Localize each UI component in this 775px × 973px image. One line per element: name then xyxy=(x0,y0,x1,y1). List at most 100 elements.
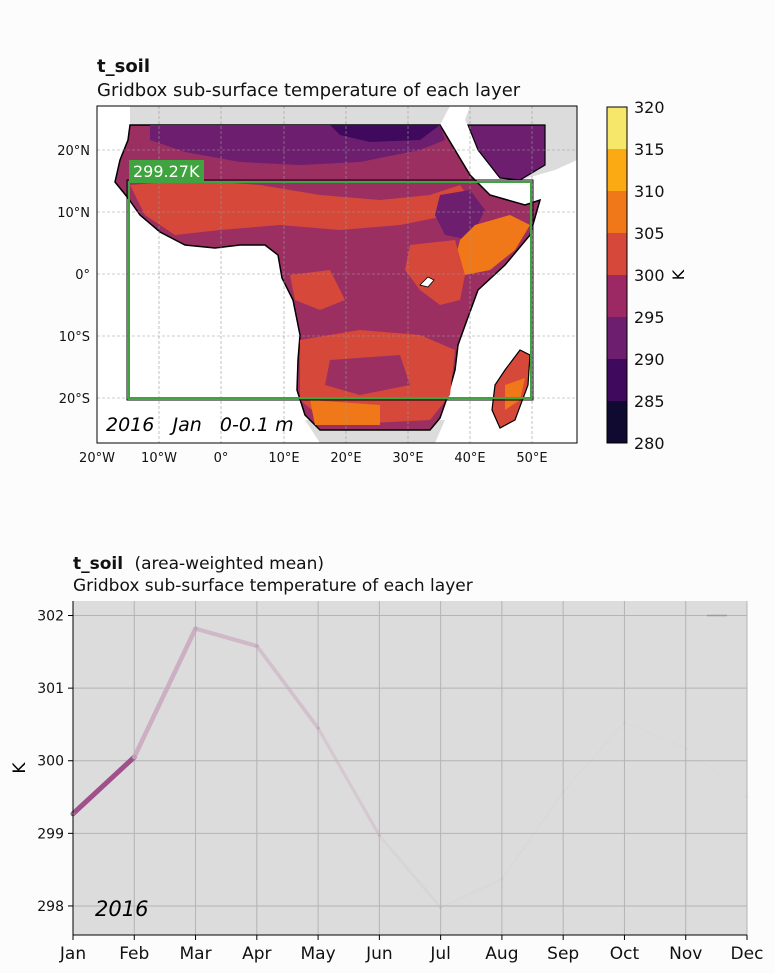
y-ticks: 298 299 300 301 302 xyxy=(37,609,73,915)
sahara-cold xyxy=(330,125,440,142)
colorbar-segment xyxy=(607,275,627,318)
lake-victoria xyxy=(419,276,435,288)
lat-tick: 20°S xyxy=(59,392,90,407)
colorbar-segment xyxy=(607,233,627,276)
region-value-label: 299.27K xyxy=(133,162,200,181)
series xyxy=(70,614,749,909)
colorbar-tick: 310 xyxy=(634,182,665,201)
map-title: t_soil xyxy=(97,56,151,77)
data-point xyxy=(500,877,504,881)
madagascar-hot xyxy=(505,378,525,410)
data-point xyxy=(132,755,136,759)
colorbar xyxy=(607,107,627,444)
data-point xyxy=(194,627,198,631)
lon-tick: 20°E xyxy=(330,451,361,466)
colorbar-tick: 280 xyxy=(634,434,665,453)
chart-title-row: t_soil (area-weighted mean) xyxy=(73,554,324,574)
colorbar-segment xyxy=(607,191,627,234)
line-chart: 298 299 300 301 302 Jan Feb Mar Apr May Jun Jul Aug… xyxy=(10,601,764,964)
lon-tick: 10°E xyxy=(268,451,299,466)
lat-tick: 0° xyxy=(75,268,90,283)
lat-tick: 20°N xyxy=(57,144,90,159)
data-point xyxy=(316,726,320,730)
map-annotation: 2016 Jan 0-0.1 m xyxy=(106,414,294,436)
data-point xyxy=(745,795,749,799)
lat-tick: 10°S xyxy=(59,330,90,345)
colorbar-tick: 290 xyxy=(634,350,665,369)
map-subtitle: Gridbox sub-surface temperature of each … xyxy=(97,80,521,101)
series-segment xyxy=(70,754,137,817)
data-point xyxy=(561,790,565,794)
chart-annotation: 2016 xyxy=(95,897,148,921)
colorbar-tick: 285 xyxy=(634,392,665,411)
x-tick-label: May xyxy=(301,944,336,964)
colorbar-segment xyxy=(607,359,627,402)
series-segment xyxy=(439,877,504,909)
colorbar-frame xyxy=(606,106,628,444)
y-axis-label: K xyxy=(10,762,30,774)
west-africa-warm xyxy=(290,270,345,310)
x-tick-label: Oct xyxy=(610,944,640,964)
series-segment xyxy=(254,644,320,730)
y-tick-label: 298 xyxy=(37,899,64,915)
lon-tick: 40°E xyxy=(454,451,485,466)
series-segment xyxy=(562,721,626,793)
south-mid xyxy=(325,355,410,395)
east-africa-warm xyxy=(405,240,465,305)
chart-title: t_soil xyxy=(73,554,124,574)
colorbar-tick: 315 xyxy=(634,140,665,159)
x-ticks: Jan Feb Mar Apr May Jun Jul Aug Sep Oct Nov Dec xyxy=(59,935,764,964)
y-tick-label: 302 xyxy=(37,609,64,625)
colorbar-tick: 320 xyxy=(634,98,665,117)
y-tick-label: 300 xyxy=(37,754,64,770)
series-segment xyxy=(193,626,259,649)
x-tick-label: Nov xyxy=(669,944,702,964)
colorbar-segment xyxy=(607,107,627,150)
chart-title-suffix: (area-weighted mean) xyxy=(134,554,325,574)
colorbar-tick: 300 xyxy=(634,266,665,285)
colorbar-label: K xyxy=(669,269,688,280)
land-north xyxy=(130,106,450,125)
series-segment xyxy=(377,834,443,909)
y-tick-label: 299 xyxy=(37,826,64,842)
series-segment xyxy=(623,721,687,749)
x-tick-label: Mar xyxy=(180,944,212,964)
lon-tick: 20°W xyxy=(79,451,115,466)
data-point xyxy=(255,644,259,648)
colorbar-segment xyxy=(607,401,627,444)
region-box-outer xyxy=(126,179,534,401)
map-figure: 299.27K 2016 Jan 0-0.1 m 20°N 10°N 0° 10… xyxy=(57,98,688,466)
series-segment xyxy=(500,791,565,881)
colorbar-tick: 295 xyxy=(634,308,665,327)
x-tick-label: Apr xyxy=(242,944,271,964)
lat-tick: 10°N xyxy=(57,206,90,221)
lon-tick: 50°E xyxy=(516,451,547,466)
plot-area xyxy=(73,601,747,935)
east-africa-hot xyxy=(455,215,530,275)
x-tick-label: Sep xyxy=(547,944,579,964)
y-tick-label: 301 xyxy=(37,681,64,697)
lon-tick: 0° xyxy=(214,451,229,466)
x-tick-label: Jul xyxy=(429,944,451,964)
region-value-badge xyxy=(129,160,204,182)
x-tick-label: Feb xyxy=(119,944,149,964)
chart-subtitle: Gridbox sub-surface temperature of each … xyxy=(73,576,473,596)
x-tick-label: Jan xyxy=(59,944,86,964)
x-tick-label: Dec xyxy=(731,944,764,964)
data-point xyxy=(622,720,626,724)
colorbar-segment xyxy=(607,317,627,360)
data-point xyxy=(684,746,688,750)
region-box xyxy=(128,181,532,399)
x-tick-label: Aug xyxy=(485,944,518,964)
lon-tick: 30°E xyxy=(392,451,423,466)
x-tick-label: Jun xyxy=(365,944,393,964)
data-point xyxy=(439,905,443,909)
colorbar-segment xyxy=(607,149,627,192)
series-segment xyxy=(131,626,198,760)
colorbar-tick: 305 xyxy=(634,224,665,243)
grid xyxy=(72,601,748,935)
data-point xyxy=(377,834,381,838)
sahel-warm xyxy=(130,180,470,235)
series-segment xyxy=(685,747,748,798)
lon-tick: 10°W xyxy=(141,451,177,466)
